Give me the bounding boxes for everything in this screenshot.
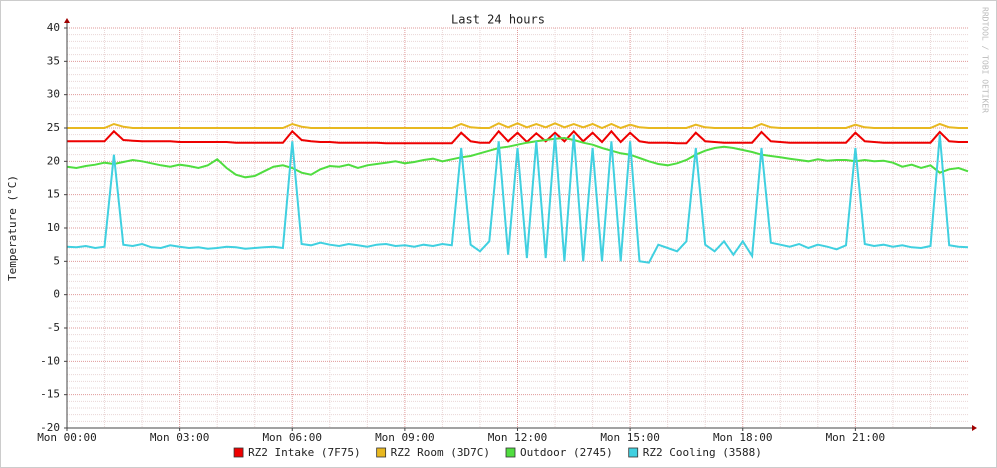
series-line [67,122,968,130]
legend: RZ2 Intake (7F75) RZ2 Room (3D7C) Outdoor … [233,446,762,459]
grid [66,27,968,429]
chart-title: Last 24 hours [451,13,545,27]
y-tick-label: 15 [47,188,60,201]
legend-label: RZ2 Room (3D7C) [391,446,490,459]
lines [66,122,969,264]
legend-label: RZ2 Intake (7F75) [248,446,361,459]
legend-swatch [505,447,516,458]
x-tick-label: Mon 06:00 [262,431,322,444]
x-tick-label: Mon 18:00 [713,431,773,444]
legend-item: RZ2 Intake (7F75) [233,446,361,459]
legend-label: Outdoor (2745) [520,446,613,459]
legend-item: RZ2 Room (3D7C) [376,446,490,459]
y-tick-label: -5 [47,321,60,334]
x-axis-arrow [972,425,977,431]
y-tick-label: 20 [47,154,60,167]
y-tick-label: 25 [47,121,60,134]
series-line [67,129,968,145]
legend-swatch [233,447,244,458]
x-tick-label: Mon 09:00 [375,431,435,444]
x-tick-label: Mon 00:00 [37,431,97,444]
y-tick-label: 0 [53,288,60,301]
x-tick-label: Mon 12:00 [488,431,548,444]
legend-label: RZ2 Cooling (3588) [643,446,762,459]
y-tick-label: -10 [40,354,60,367]
y-axis-label: Temperature (°C) [6,175,19,281]
y-tick-label: 40 [47,21,60,34]
y-tick-label: 30 [47,88,60,101]
x-tick-label: Mon 21:00 [826,431,886,444]
legend-item: RZ2 Cooling (3588) [628,446,762,459]
series-line [66,134,969,264]
series-line [66,136,969,179]
y-tick-label: -20 [40,421,60,434]
x-tick-label: Mon 03:00 [150,431,210,444]
y-axis-arrow [64,18,70,23]
y-tick-label: 5 [53,254,60,267]
legend-item: Outdoor (2745) [505,446,613,459]
watermark: RRDTOOL / TOBI OETIKER [981,7,990,113]
x-tick-label: Mon 15:00 [600,431,660,444]
y-tick-label: 10 [47,221,60,234]
y-tick-label: -15 [40,388,60,401]
legend-swatch [628,447,639,458]
axes: -20 -15 -10 -5 0 5 10 15 20 25 30 35 40 Mon 00:00 Mon … [37,18,977,444]
y-tick-label: 35 [47,54,60,67]
legend-swatch [376,447,387,458]
